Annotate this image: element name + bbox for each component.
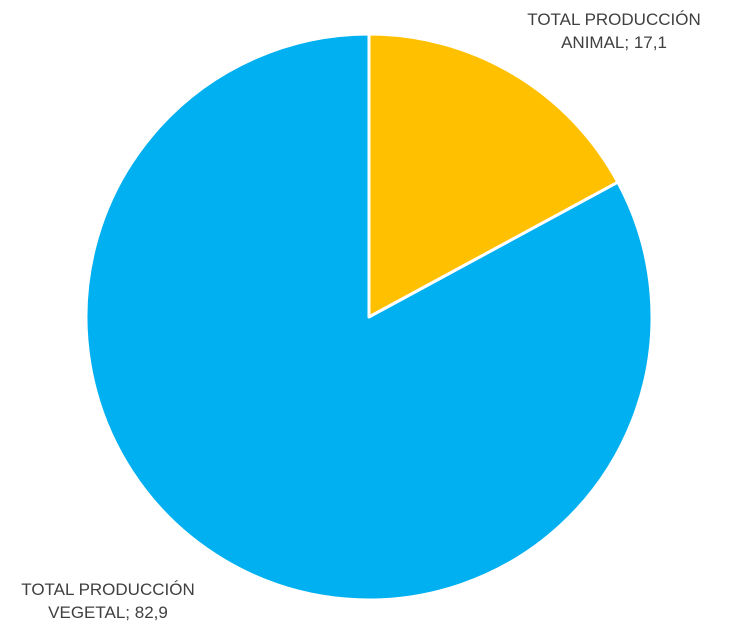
data-label-animal-line1: TOTAL PRODUCCIÓN (527, 10, 701, 29)
data-label-vegetal-line1: TOTAL PRODUCCIÓN (21, 580, 195, 599)
data-label-vegetal-line2: VEGETAL; 82,9 (48, 603, 168, 622)
pie-slice-vegetal (84, 32, 654, 602)
data-label-animal: TOTAL PRODUCCIÓN ANIMAL; 17,1 (527, 8, 700, 54)
pie-slice-animal (367, 32, 620, 319)
data-label-animal-line2: ANIMAL; 17,1 (561, 33, 667, 52)
data-label-vegetal: TOTAL PRODUCCIÓN VEGETAL; 82,9 (21, 578, 194, 624)
